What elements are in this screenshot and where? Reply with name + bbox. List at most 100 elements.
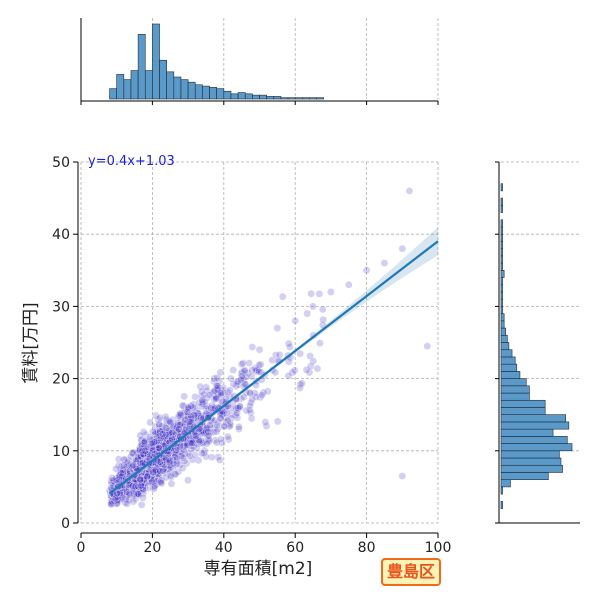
- data-point: [214, 425, 222, 433]
- data-point: [246, 389, 255, 398]
- data-point: [217, 435, 225, 444]
- data-point: [398, 472, 407, 480]
- data-point: [166, 418, 175, 426]
- data-point: [177, 410, 185, 419]
- data-point: [309, 302, 317, 311]
- x-hist-bar: [259, 94, 267, 100]
- data-point: [157, 479, 166, 488]
- data-point: [139, 450, 148, 459]
- data-point: [139, 458, 147, 467]
- y-hist-bar: [500, 291, 503, 300]
- data-point: [380, 259, 389, 267]
- data-point: [261, 418, 270, 426]
- y-hist-bar: [500, 479, 511, 488]
- data-point: [195, 398, 204, 407]
- data-point: [234, 377, 242, 386]
- data-point: [405, 187, 414, 195]
- data-point: [284, 357, 293, 366]
- data-point: [186, 422, 194, 431]
- data-point: [141, 446, 150, 455]
- data-point: [212, 438, 221, 447]
- y-hist-bar: [500, 320, 505, 329]
- data-point: [155, 420, 163, 428]
- x-hist-bar: [230, 93, 239, 100]
- data-point: [180, 392, 189, 401]
- data-point: [166, 471, 175, 480]
- x-hist-bar: [223, 90, 232, 100]
- x-hist-bar: [109, 88, 117, 100]
- y-tick-label: 50: [52, 155, 70, 171]
- y-hist-bar: [500, 450, 560, 459]
- y-hist-bar: [500, 277, 503, 286]
- data-point: [168, 428, 177, 437]
- y-hist-bar: [500, 464, 563, 473]
- data-point: [237, 375, 245, 384]
- data-point: [184, 403, 192, 412]
- data-point: [152, 411, 160, 420]
- data-point: [185, 420, 194, 429]
- y-marginal-histogram: [500, 183, 573, 509]
- y-hist-bar: [500, 421, 570, 430]
- data-point: [212, 427, 221, 436]
- y-hist-bar: [500, 205, 503, 213]
- data-point: [224, 432, 232, 441]
- data-point: [210, 374, 219, 383]
- data-point: [145, 468, 153, 476]
- data-point: [222, 394, 230, 403]
- data-point: [200, 446, 209, 455]
- x-hist-bar: [159, 59, 167, 100]
- data-point: [303, 309, 312, 318]
- data-point: [398, 244, 407, 253]
- data-point: [164, 449, 173, 458]
- y-tick-label: 20: [52, 372, 70, 388]
- y-tick-label: 0: [61, 516, 70, 532]
- data-point: [255, 345, 264, 354]
- x-hist-bar: [266, 96, 275, 100]
- x-axis-title: 専有面積[m2]: [204, 559, 313, 579]
- data-point: [159, 467, 167, 475]
- y-hist-bar: [500, 262, 503, 271]
- y-hist-bar: [500, 306, 503, 314]
- y-tick-label: 40: [52, 227, 70, 243]
- data-point: [235, 423, 243, 431]
- y-hist-bar: [500, 363, 518, 372]
- x-hist-bar: [180, 79, 189, 100]
- data-point: [213, 373, 222, 382]
- data-point: [213, 385, 222, 394]
- y-hist-bar: [500, 407, 546, 416]
- data-point: [211, 394, 220, 403]
- y-hist-bar: [500, 472, 549, 480]
- data-point: [236, 402, 244, 411]
- x-tick-label: 60: [286, 540, 304, 556]
- x-hist-bar: [152, 23, 160, 100]
- data-point: [204, 431, 213, 440]
- data-point: [146, 418, 154, 427]
- x-tick-label: 20: [143, 540, 161, 556]
- data-point: [150, 450, 159, 458]
- data-point: [198, 427, 207, 436]
- y-hist-bar: [500, 255, 503, 264]
- data-point: [112, 465, 120, 473]
- data-point: [291, 316, 300, 325]
- data-point: [119, 461, 128, 470]
- data-point: [245, 359, 253, 368]
- y-hist-bar: [500, 226, 503, 235]
- x-hist-bar: [294, 97, 303, 100]
- data-point: [216, 414, 225, 423]
- data-point: [118, 493, 127, 502]
- data-point: [156, 413, 164, 422]
- data-point: [344, 280, 353, 289]
- data-point: [150, 438, 159, 446]
- data-point: [136, 458, 145, 467]
- y-hist-bar: [500, 457, 562, 466]
- data-point: [306, 362, 315, 371]
- data-point: [191, 451, 199, 459]
- y-hist-bar: [500, 298, 503, 307]
- x-hist-bar: [237, 92, 246, 100]
- ward-badge: 豊島区: [381, 558, 442, 586]
- data-point: [284, 339, 293, 348]
- x-hist-bar: [116, 74, 125, 100]
- y-hist-bar: [500, 284, 503, 293]
- data-point: [235, 425, 243, 433]
